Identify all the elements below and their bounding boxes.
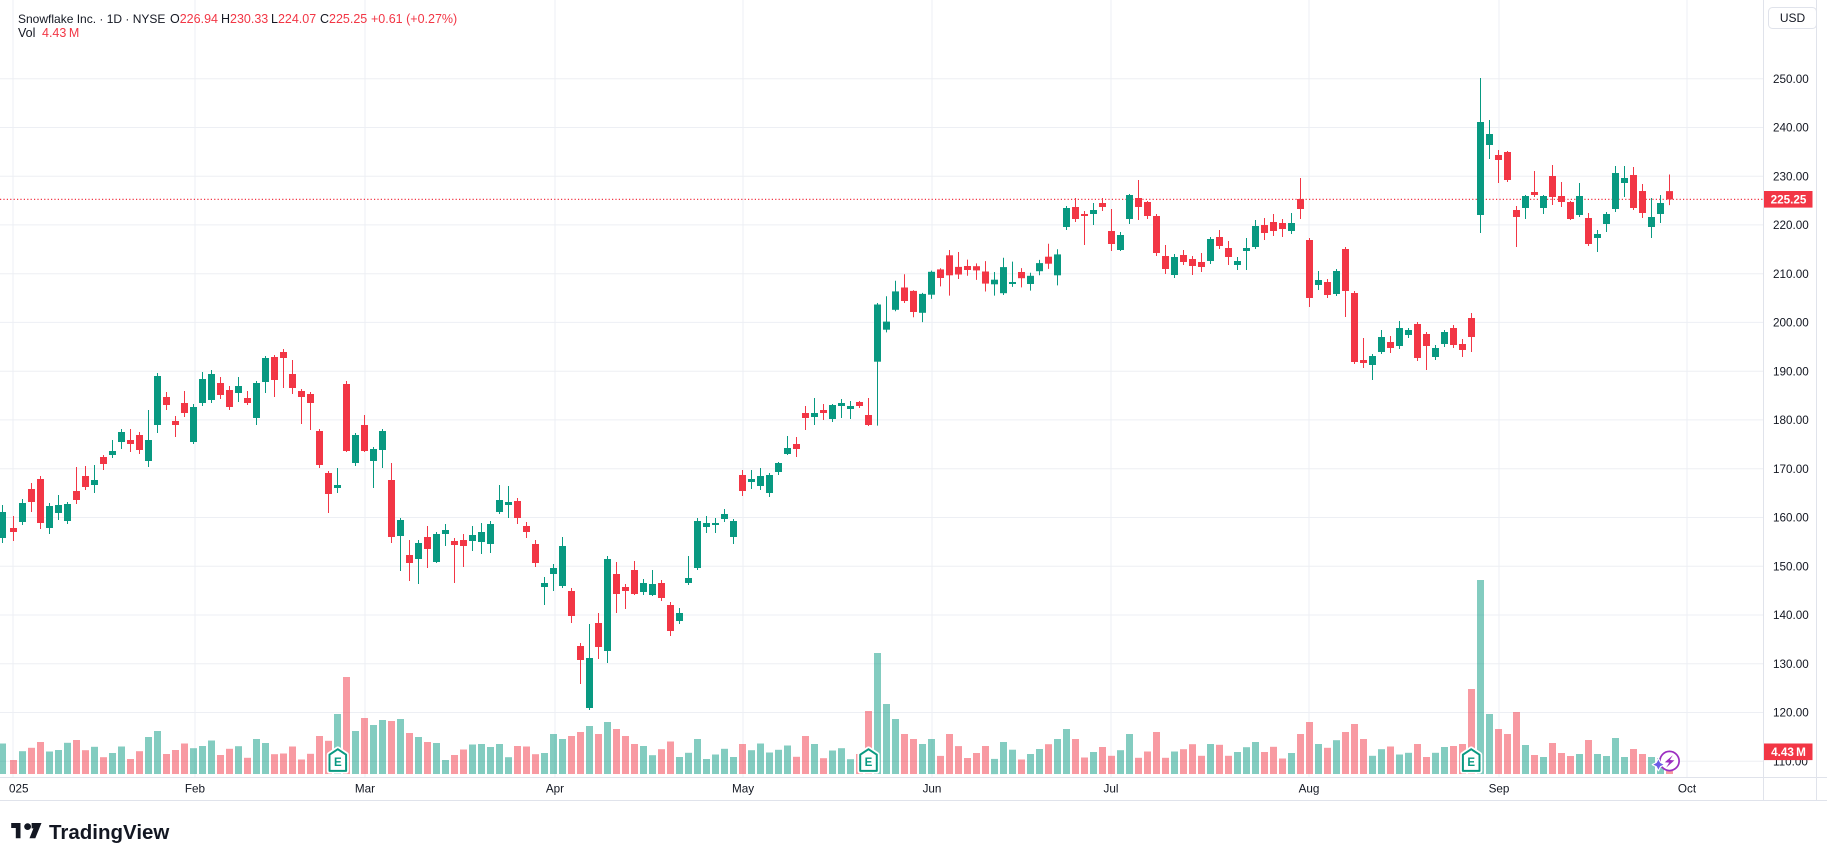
svg-text:200.00: 200.00 <box>1773 317 1809 330</box>
svg-text:E: E <box>1467 757 1475 769</box>
svg-text:240.00: 240.00 <box>1773 122 1809 135</box>
svg-text:Snowflake Inc. · 1D · NYSE: Snowflake Inc. · 1D · NYSE <box>18 12 165 26</box>
svg-text:130.00: 130.00 <box>1773 658 1809 671</box>
svg-text:180.00: 180.00 <box>1773 414 1809 427</box>
svg-text:O226.94: O226.94 <box>170 12 218 26</box>
svg-text:140.00: 140.00 <box>1773 609 1809 622</box>
svg-text:Sep: Sep <box>1489 783 1510 796</box>
svg-text:May: May <box>732 783 754 796</box>
svg-text:Apr: Apr <box>546 783 564 796</box>
svg-text:250.00: 250.00 <box>1773 73 1809 86</box>
svg-text:Oct: Oct <box>1678 783 1697 796</box>
svg-text:L224.07: L224.07 <box>271 12 316 26</box>
svg-text:160.00: 160.00 <box>1773 512 1809 525</box>
svg-text:TradingView: TradingView <box>49 821 169 844</box>
svg-text:190.00: 190.00 <box>1773 365 1809 378</box>
svg-text:230.00: 230.00 <box>1773 170 1809 183</box>
svg-text:+0.61 (+0.27%): +0.61 (+0.27%) <box>371 12 457 26</box>
svg-text:Vol: Vol <box>18 26 35 40</box>
svg-text:170.00: 170.00 <box>1773 463 1809 476</box>
svg-text:150.00: 150.00 <box>1773 560 1809 573</box>
svg-text:Jun: Jun <box>923 783 942 796</box>
svg-text:120.00: 120.00 <box>1773 707 1809 720</box>
svg-text:025: 025 <box>9 783 29 796</box>
svg-text:220.00: 220.00 <box>1773 219 1809 232</box>
svg-text:Feb: Feb <box>185 783 206 796</box>
svg-text:4.43 M: 4.43 M <box>42 26 79 40</box>
svg-text:Jul: Jul <box>1104 783 1119 796</box>
svg-text:USD: USD <box>1780 11 1806 25</box>
svg-text:E: E <box>865 757 873 769</box>
svg-text:210.00: 210.00 <box>1773 268 1809 281</box>
svg-text:C225.25: C225.25 <box>320 12 367 26</box>
svg-text:E: E <box>334 757 342 769</box>
svg-text:4.43 M: 4.43 M <box>1771 746 1806 759</box>
svg-text:H230.33: H230.33 <box>221 12 268 26</box>
svg-text:Aug: Aug <box>1299 783 1320 796</box>
svg-text:225.25: 225.25 <box>1771 194 1807 207</box>
svg-text:Mar: Mar <box>355 783 375 796</box>
